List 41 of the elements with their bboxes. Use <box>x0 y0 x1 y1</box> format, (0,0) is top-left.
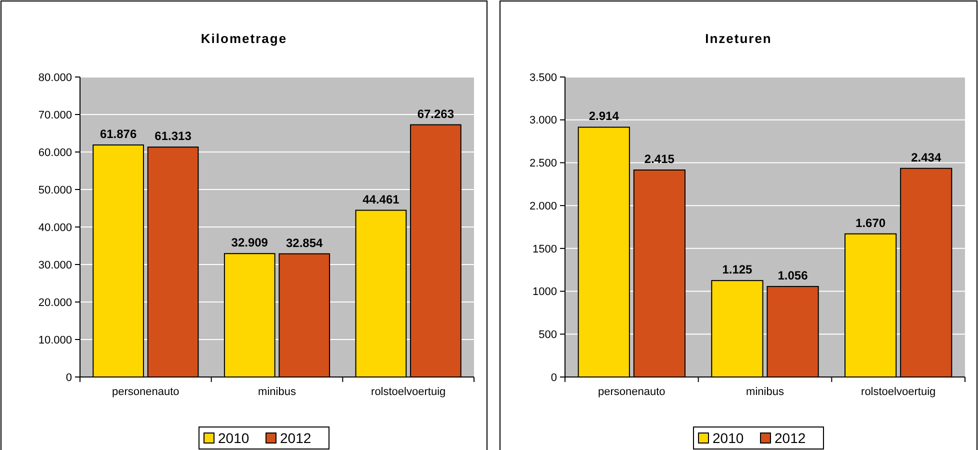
x-tick-label: personenauto <box>598 386 666 398</box>
y-tick-label: 1500 <box>532 243 557 256</box>
data-label: 32.854 <box>286 236 324 250</box>
y-tick-label: 60.000 <box>38 146 72 159</box>
legend-label: 2010 <box>218 430 250 446</box>
data-label: 67.263 <box>417 106 454 121</box>
y-tick-label: 20.000 <box>38 296 72 309</box>
y-tick-label: 500 <box>538 328 557 341</box>
y-tick-label: 2.500 <box>529 158 557 170</box>
x-tick-label: minibus <box>258 386 296 398</box>
y-tick-label: 40.000 <box>38 222 72 234</box>
data-label: 2.914 <box>588 109 620 124</box>
y-tick-label: 3.500 <box>529 72 557 84</box>
legend-label: 2012 <box>280 430 312 446</box>
x-tick-label: rolstoelvoertuig <box>371 386 446 398</box>
x-tick-label: rolstoelvoertuig <box>861 386 936 398</box>
y-tick-label: 1000 <box>532 286 557 298</box>
data-label: 2.415 <box>644 152 675 166</box>
legend-label: 2012 <box>774 430 806 446</box>
y-tick-label: 70.000 <box>38 109 72 122</box>
chart-title: Inzeturen <box>705 31 772 46</box>
legend-label: 2010 <box>712 430 744 446</box>
x-tick-label: minibus <box>746 386 784 398</box>
y-tick-label: 80.000 <box>38 72 72 84</box>
data-label: 2.434 <box>911 150 942 164</box>
y-tick-label: 0 <box>550 372 557 384</box>
y-tick-label: 3.000 <box>529 114 557 127</box>
data-label: 1.056 <box>778 268 808 282</box>
data-label: 61.876 <box>100 126 137 141</box>
y-tick-label: 10.000 <box>38 334 72 346</box>
data-label: 44.461 <box>362 192 400 206</box>
chart-title: Kilometrage <box>200 31 288 46</box>
y-tick-label: 30.000 <box>38 259 72 272</box>
x-tick-label: personenauto <box>112 386 180 398</box>
y-tick-label: 50.000 <box>38 184 72 196</box>
y-tick-label: 0 <box>66 372 72 384</box>
y-tick-label: 2.000 <box>529 200 557 212</box>
data-label: 1.125 <box>722 262 753 277</box>
data-label: 32.909 <box>231 236 268 250</box>
data-label: 1.670 <box>856 216 886 230</box>
data-label: 61.313 <box>154 129 192 144</box>
